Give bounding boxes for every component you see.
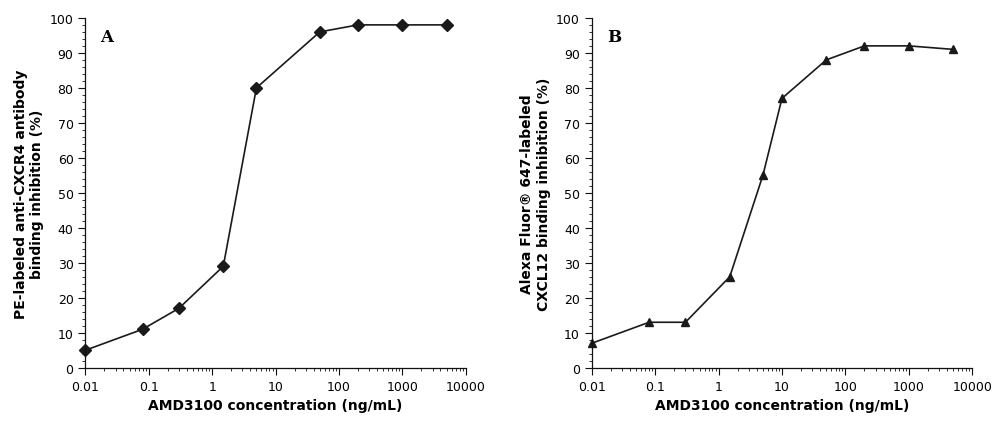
X-axis label: AMD3100 concentration (ng/mL): AMD3100 concentration (ng/mL) — [148, 398, 402, 412]
X-axis label: AMD3100 concentration (ng/mL): AMD3100 concentration (ng/mL) — [655, 398, 909, 412]
Text: B: B — [607, 29, 621, 46]
Y-axis label: Alexa Fluor® 647-labeled
CXCL12 binding inhibition (%): Alexa Fluor® 647-labeled CXCL12 binding … — [520, 77, 550, 310]
Text: A: A — [101, 29, 114, 46]
Y-axis label: PE-labeled anti-CXCR4 antibody
binding inhibition (%): PE-labeled anti-CXCR4 antibody binding i… — [14, 69, 44, 318]
